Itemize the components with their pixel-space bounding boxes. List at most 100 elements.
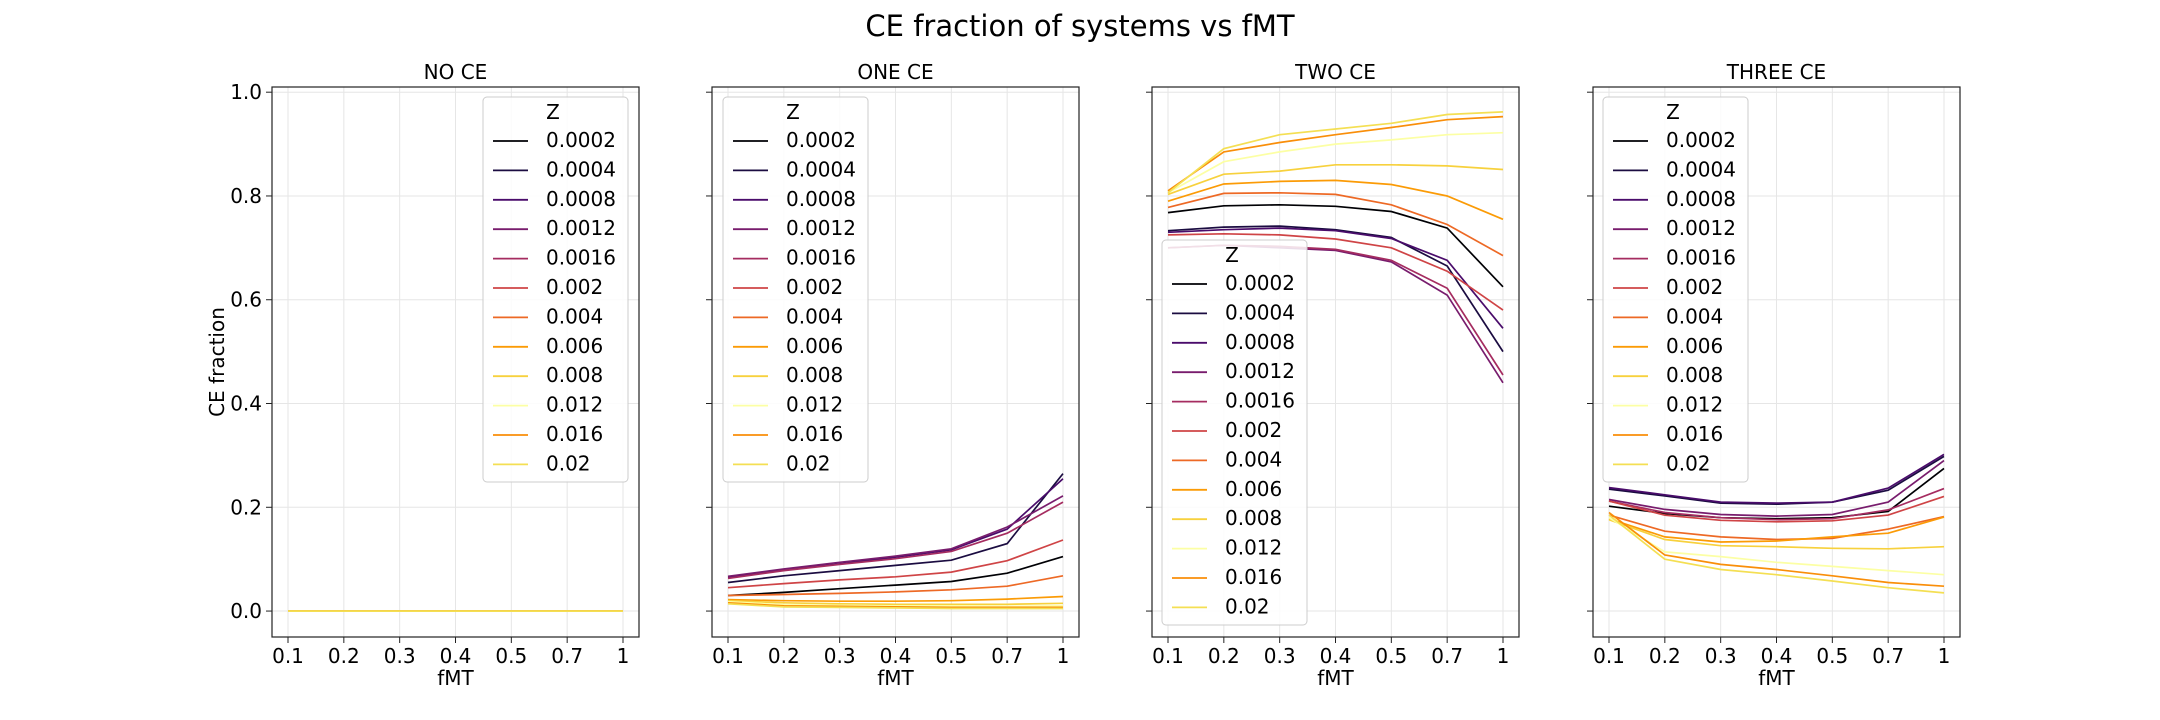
series-line-0.002 <box>727 539 1064 589</box>
legend-label: 0.016 <box>1666 422 1723 446</box>
legend-label: 0.0004 <box>546 157 616 181</box>
x-tick-label: 1 <box>1057 644 1070 668</box>
legend-label: 0.008 <box>1666 363 1723 387</box>
subplot-title: TWO CE <box>1294 60 1376 84</box>
legend-label: 0.02 <box>1666 451 1711 475</box>
legend-label: 0.0002 <box>546 128 616 152</box>
legend-label: 0.02 <box>1225 594 1270 618</box>
legend-label: 0.006 <box>786 334 843 358</box>
series-line-0.008 <box>1608 518 1945 550</box>
series-line-0.012 <box>1167 131 1504 194</box>
x-tick-label: 0.5 <box>1375 644 1407 668</box>
x-tick-label: 1 <box>1497 644 1510 668</box>
legend: Z 0.0002 0.0004 0.0008 0.0012 0.0016 0.002 0.00… <box>1161 239 1308 626</box>
legend-label: 0.016 <box>786 422 843 446</box>
legend-label: 0.016 <box>546 422 603 446</box>
legend-label: 0.002 <box>1666 275 1723 299</box>
legend-label: 0.016 <box>1225 565 1282 589</box>
x-tick-label: 0.5 <box>495 644 527 668</box>
series-line-0.012 <box>727 600 1064 608</box>
series-line-0.006 <box>1167 179 1504 221</box>
legend-label: 0.0016 <box>786 246 856 270</box>
legend-title: Z <box>786 100 800 124</box>
x-tick-label: 0.1 <box>272 644 304 668</box>
x-tick-label: 0.7 <box>991 644 1023 668</box>
x-axis-label: fMT <box>1317 666 1354 690</box>
legend-label: 0.002 <box>546 275 603 299</box>
x-tick-label: 0.2 <box>1649 644 1681 668</box>
legend-label: 0.002 <box>786 275 843 299</box>
legend-label: 0.0012 <box>1225 359 1295 383</box>
legend-box <box>1161 239 1308 626</box>
x-tick-label: 0.3 <box>824 644 856 668</box>
subplot-title: ONE CE <box>857 60 933 84</box>
legend-label: 0.0008 <box>1225 330 1295 354</box>
series-line-0.0004 <box>727 473 1064 584</box>
series-line-0.0008 <box>1167 227 1504 329</box>
subplot-0: 0.1 0.2 0.3 0.4 0.5 0.7 1 0.0 0.2 0.4 0.6 0.8 1.0 NO … <box>205 60 640 690</box>
series-line-0.004 <box>1167 191 1504 257</box>
legend-label: 0.0012 <box>546 216 616 240</box>
legend-label: 0.0004 <box>1666 157 1736 181</box>
legend-label: 0.008 <box>786 363 843 387</box>
x-tick-label: 0.4 <box>1320 644 1352 668</box>
x-tick-label: 0.3 <box>1705 644 1737 668</box>
x-tick-label: 0.7 <box>1872 644 1904 668</box>
x-tick-label: 0.1 <box>1593 644 1625 668</box>
x-tick-label: 0.4 <box>1761 644 1793 668</box>
series-line-0.002 <box>1608 495 1945 523</box>
series-line-0.012 <box>1608 516 1945 576</box>
series-line-0.0016 <box>727 501 1064 580</box>
legend-box <box>482 96 629 483</box>
x-axis-label: fMT <box>437 666 474 690</box>
figure-title: CE fraction of systems vs fMT <box>865 9 1294 43</box>
legend-label: 0.0008 <box>1666 187 1736 211</box>
legend-label: 0.0004 <box>1225 300 1295 324</box>
legend-box <box>1602 96 1749 483</box>
legend-label: 0.0008 <box>546 187 616 211</box>
x-tick-label: 0.3 <box>1264 644 1296 668</box>
x-tick-label: 0.5 <box>935 644 967 668</box>
series-line-0.0016 <box>1608 487 1945 521</box>
subplot-2: 0.1 0.2 0.3 0.4 0.5 0.7 1 TWO CE fMT Z 0.0002 0.000… <box>1146 60 1520 690</box>
legend-title: Z <box>1666 100 1680 124</box>
legend-label: 0.012 <box>786 393 843 417</box>
series-line-0.016 <box>1608 511 1945 588</box>
x-tick-label: 0.1 <box>712 644 744 668</box>
y-tick-label: 1.0 <box>230 80 262 104</box>
legend-box <box>722 96 869 483</box>
series-line-0.02 <box>727 602 1063 610</box>
legend-label: 0.012 <box>1666 393 1723 417</box>
y-tick-label: 0.6 <box>230 288 262 312</box>
legend-title: Z <box>1225 243 1239 267</box>
x-tick-label: 0.7 <box>1431 644 1463 668</box>
x-tick-label: 0.1 <box>1152 644 1184 668</box>
legend-label: 0.004 <box>1666 304 1723 328</box>
series-line-0.0004 <box>1608 455 1945 506</box>
legend-label: 0.0002 <box>1666 128 1736 152</box>
series-line-0.004 <box>727 574 1064 597</box>
x-tick-label: 0.5 <box>1816 644 1848 668</box>
subplot-3: 0.1 0.2 0.3 0.4 0.5 0.7 1 THREE CE fMT Z 0.0002 0.0… <box>1587 60 1961 690</box>
legend-label: 0.008 <box>546 363 603 387</box>
legend-label: 0.006 <box>1666 334 1723 358</box>
series-line-0.002 <box>1167 232 1504 311</box>
legend-title: Z <box>546 100 560 124</box>
x-tick-label: 0.4 <box>440 644 472 668</box>
series-line-0.006 <box>1608 516 1945 543</box>
x-tick-label: 1 <box>617 644 630 668</box>
x-tick-label: 0.3 <box>384 644 416 668</box>
legend-label: 0.0004 <box>786 157 856 181</box>
subplot-title: NO CE <box>424 60 488 84</box>
legend-label: 0.0002 <box>1225 271 1295 295</box>
x-tick-label: 0.4 <box>880 644 912 668</box>
legend-label: 0.0012 <box>1666 216 1736 240</box>
series-line-0.0002 <box>1608 467 1945 520</box>
x-tick-label: 0.7 <box>551 644 583 668</box>
legend-label: 0.004 <box>1225 447 1282 471</box>
y-axis-label: CE fraction <box>205 307 229 417</box>
series-line-0.0004 <box>1167 225 1504 353</box>
series-line-0.016 <box>1167 115 1504 192</box>
legend-label: 0.006 <box>546 334 603 358</box>
